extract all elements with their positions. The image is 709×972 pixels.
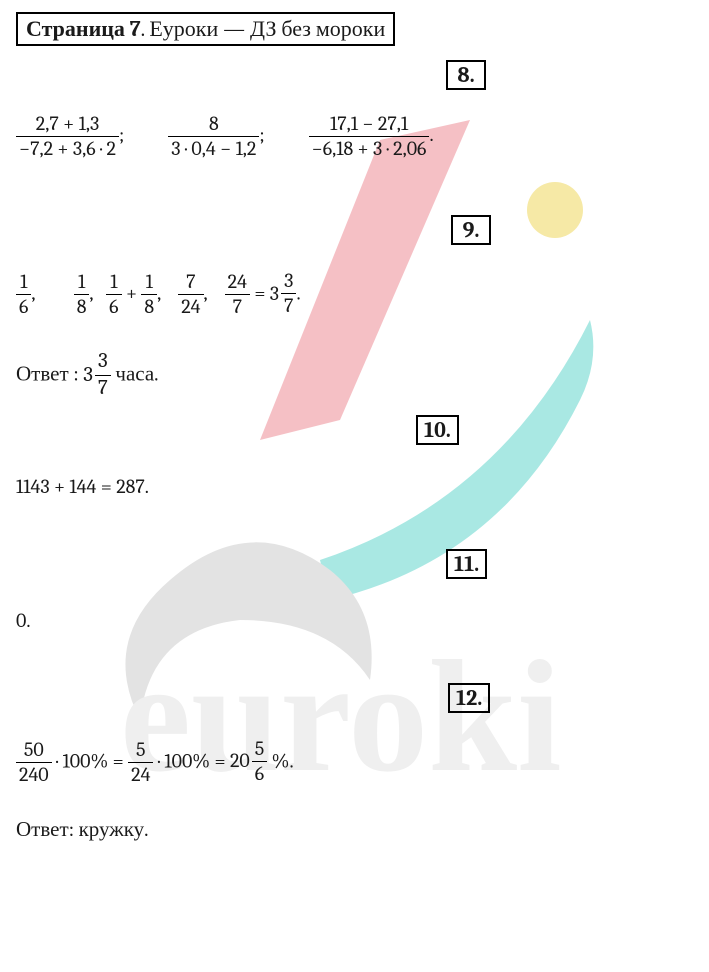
mixed-number: 3 3 7 — [83, 349, 111, 400]
fraction: 5 6 — [252, 737, 268, 786]
fraction: 24 7 — [225, 270, 250, 319]
fraction: 8 3 · 0,4 − 1,2 — [168, 112, 259, 161]
page-header-rest: . Еуроки — ДЗ без мороки — [141, 16, 386, 42]
problem-number-12: 12. — [448, 683, 490, 713]
fraction: 50 240 — [16, 738, 52, 787]
p8-frac-2: 8 3 · 0,4 − 1,2 ; — [168, 112, 264, 161]
problem-9-content: 1 6 , 1 8 , 1 6 + 1 8 , 7 24 , 24 7 = 3 … — [16, 269, 693, 319]
problem-number-8: 8. — [446, 60, 486, 90]
problem-12-content: 50 240 · 100% = 5 24 · 100% = 20 5 6 %. — [16, 737, 693, 787]
problem-number-11: 11. — [446, 549, 487, 579]
fraction: 1 6 — [16, 270, 31, 319]
problem-number-9: 9. — [451, 215, 491, 245]
problem-9-answer: Ответ : 3 3 7 часа. — [16, 349, 693, 400]
fraction: 1 8 — [141, 270, 157, 319]
problem-12-answer: Ответ: кружку. — [16, 817, 693, 842]
problem-8-content: 2,7 + 1,3 −7,2 + 3,6 · 2 ; 8 3 · 0,4 − 1… — [16, 112, 693, 161]
p8-frac-3: 17,1 − 27,1 −6,18 + 3 · 2,06 . — [309, 112, 434, 161]
page-header: Страница 7. Еуроки — ДЗ без мороки — [16, 12, 395, 46]
fraction: 3 7 — [281, 269, 296, 318]
fraction: 17,1 − 27,1 −6,18 + 3 · 2,06 — [309, 112, 430, 161]
mixed-number: 3 3 7 — [270, 269, 297, 318]
fraction: 3 7 — [95, 349, 111, 400]
problem-11-content: 0. — [16, 603, 693, 639]
mixed-number: 20 5 6 — [230, 737, 267, 786]
p8-frac-1: 2,7 + 1,3 −7,2 + 3,6 · 2 ; — [16, 112, 124, 161]
fraction: 7 24 — [178, 270, 203, 319]
page-number-label: Страница 7 — [26, 16, 141, 42]
problem-number-10: 10. — [416, 415, 459, 445]
fraction: 1 6 — [106, 270, 121, 319]
fraction: 1 8 — [74, 270, 90, 319]
fraction: 2,7 + 1,3 −7,2 + 3,6 · 2 — [16, 112, 119, 161]
fraction: 5 24 — [128, 738, 153, 787]
problem-10-content: 1143 + 144 = 287. — [16, 469, 693, 505]
